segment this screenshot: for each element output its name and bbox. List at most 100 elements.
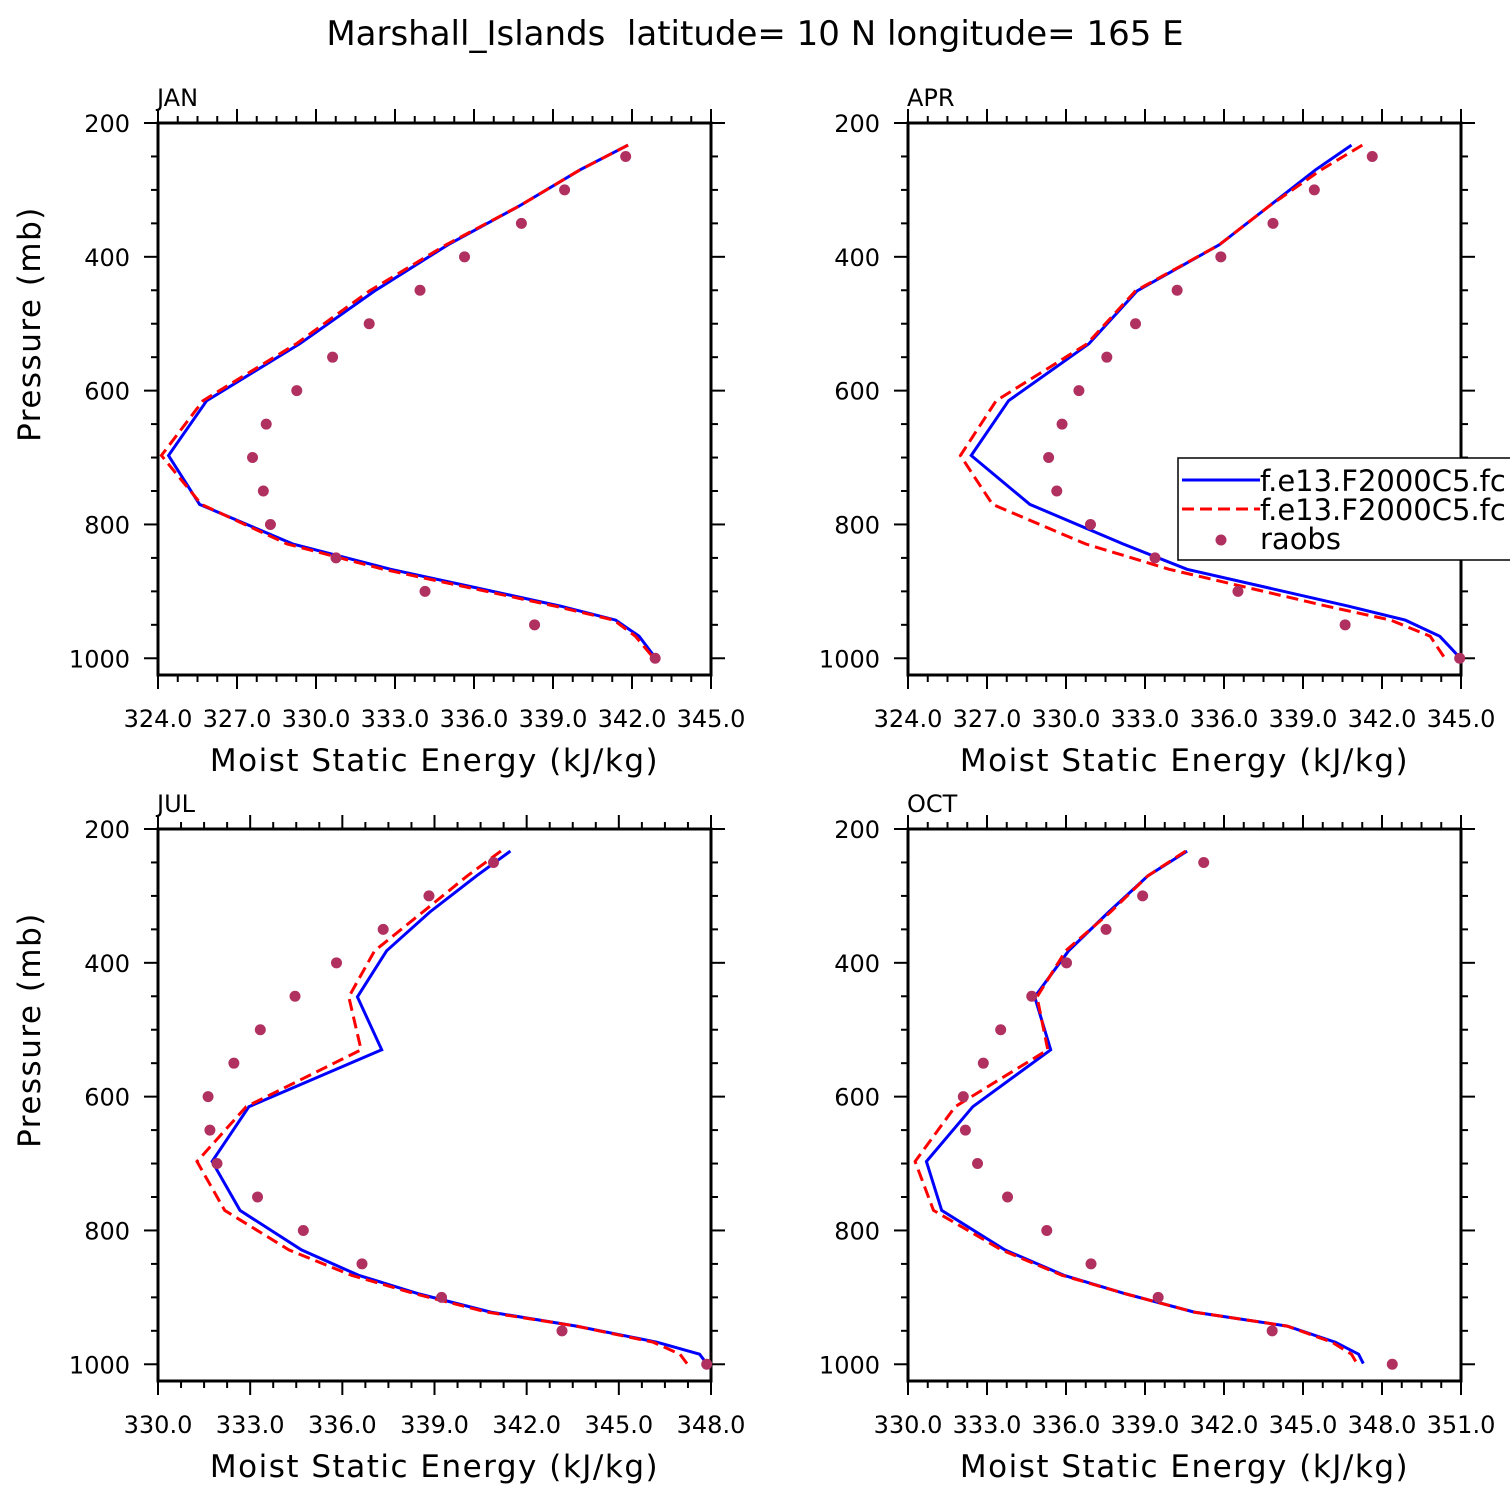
panel-title: OCT (907, 790, 958, 818)
plot-area (913, 849, 1365, 1365)
x-tick-label: 348.0 (677, 1411, 746, 1439)
y-tick-label: 200 (834, 816, 880, 844)
series-line-dashed (195, 849, 689, 1365)
y-tick-label: 600 (834, 378, 880, 406)
series-line-dashed (958, 143, 1446, 659)
raobs-point (291, 385, 303, 397)
raobs-point (515, 217, 527, 229)
x-tick-label: 333.0 (1111, 705, 1180, 733)
x-tick-label: 348.0 (1348, 1411, 1417, 1439)
raobs-point (254, 1024, 266, 1036)
raobs-point (1026, 990, 1038, 1002)
panel-jul: 330.0 333.0 336.0 339.0 342.0 345.0 348.0 200 40… (12, 790, 745, 1485)
y-tick-label: 400 (84, 950, 130, 978)
x-tick-label: 342.0 (492, 1411, 561, 1439)
raobs-point (620, 150, 632, 162)
raobs-point (419, 585, 431, 597)
raobs-point (1061, 957, 1073, 969)
raobs-point (1171, 284, 1183, 296)
raobs-point (327, 351, 339, 363)
series-line-dashed (913, 849, 1359, 1365)
panel-apr: 324.0 327.0 330.0 333.0 336.0 339.0 342.0 345.0… (819, 84, 1495, 779)
raobs-point (959, 1124, 971, 1136)
x-tick-label: 336.0 (308, 1411, 377, 1439)
y-tick-label: 200 (834, 110, 880, 138)
figure-title: Marshall_Islands latitude= 10 N longitud… (326, 14, 1183, 54)
y-tick-label: 600 (84, 1084, 130, 1112)
panel-oct: 330.0 333.0 336.0 339.0 342.0 345.0 348.0 351.0… (819, 790, 1495, 1485)
legend-marker-dot (1215, 534, 1227, 546)
x-tick-label: 339.0 (1111, 1411, 1180, 1439)
plot-frame (906, 121, 1463, 677)
plot-frame (156, 121, 713, 677)
x-tick-label: 339.0 (519, 705, 588, 733)
raobs-point (252, 1191, 264, 1203)
raobs-point (257, 485, 269, 497)
y-tick-label: 400 (84, 244, 130, 272)
raobs-point (529, 619, 541, 631)
x-tick-label: 345.0 (1427, 705, 1496, 733)
raobs-point (1454, 652, 1466, 664)
x-tick-label: 324.0 (874, 705, 943, 733)
y-tick-label: 1000 (69, 645, 130, 673)
x-tick-label: 330.0 (124, 1411, 193, 1439)
legend-box (1177, 457, 1510, 561)
raobs-point (977, 1057, 989, 1069)
raobs-point (363, 318, 375, 330)
panel-jan: 324.0 327.0 330.0 333.0 336.0 339.0 342.0 345.0… (12, 84, 745, 779)
raobs-point (377, 923, 389, 935)
raobs-point (487, 856, 499, 868)
x-tick-label: 345.0 (1269, 1411, 1338, 1439)
x-tick-label: 336.0 (1032, 1411, 1101, 1439)
raobs-point (1339, 619, 1351, 631)
panel-title: JAN (155, 84, 198, 112)
y-tick-label: 200 (84, 816, 130, 844)
raobs-point (228, 1057, 240, 1069)
raobs-point (972, 1158, 984, 1170)
raobs-point (1232, 585, 1244, 597)
y-tick-label: 400 (834, 950, 880, 978)
raobs-point (701, 1358, 713, 1370)
raobs-point (1149, 552, 1161, 564)
y-tick-label: 1000 (69, 1351, 130, 1379)
x-tick-label: 339.0 (1269, 705, 1338, 733)
y-tick-label: 800 (834, 511, 880, 539)
series-line-solid (210, 849, 708, 1365)
raobs-point (1152, 1291, 1164, 1303)
y-tick-label: 600 (84, 378, 130, 406)
x-axis-title: Moist Static Energy (kJ/kg) (210, 1449, 659, 1485)
raobs-point (202, 1091, 214, 1103)
raobs-point (330, 957, 342, 969)
raobs-point (297, 1224, 309, 1236)
raobs-point (356, 1258, 368, 1270)
raobs-point (1073, 385, 1085, 397)
y-axis-title: Pressure (mb) (12, 206, 48, 442)
legend-label: f.e13.F2000C5.fc (1260, 464, 1506, 498)
x-tick-label: 342.0 (1190, 1411, 1259, 1439)
y-tick-label: 1000 (819, 1351, 880, 1379)
raobs-point (556, 1325, 568, 1337)
series-line-dashed (159, 143, 655, 659)
x-tick-label: 333.0 (216, 1411, 285, 1439)
x-tick-label: 336.0 (1190, 705, 1259, 733)
y-tick-label: 400 (834, 244, 880, 272)
raobs-point (1386, 1358, 1398, 1370)
legend-label: f.e13.F2000C5.fc (1260, 493, 1506, 527)
x-tick-label: 330.0 (874, 1411, 943, 1439)
x-tick-label: 345.0 (677, 705, 746, 733)
y-axis-title: Pressure (mb) (12, 912, 48, 1148)
raobs-point (1084, 518, 1096, 530)
x-tick-label: 327.0 (953, 705, 1022, 733)
raobs-point (1051, 485, 1063, 497)
raobs-point (1041, 1224, 1053, 1236)
x-tick-label: 333.0 (953, 1411, 1022, 1439)
raobs-point (414, 284, 426, 296)
raobs-point (423, 890, 435, 902)
panel-title: APR (907, 84, 955, 112)
x-tick-label: 330.0 (282, 705, 351, 733)
raobs-point (1101, 351, 1113, 363)
raobs-point (1308, 184, 1320, 196)
legend-label: raobs (1260, 522, 1341, 556)
